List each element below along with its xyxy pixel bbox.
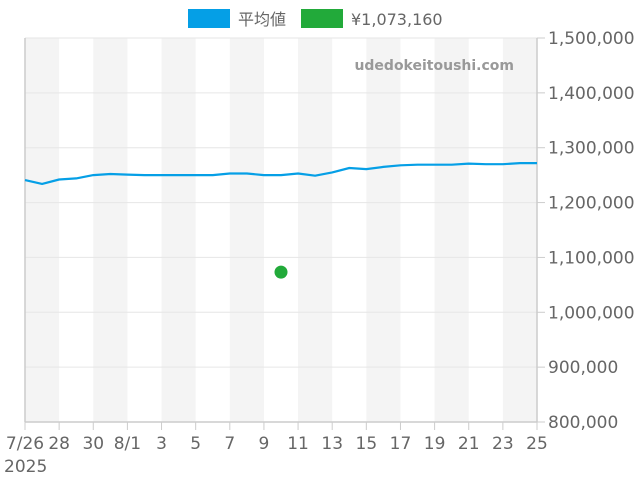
day-band [434, 38, 469, 422]
y-tick-label: 1,000,000 [548, 303, 635, 323]
legend-label-price: ¥1,073,160 [351, 10, 443, 29]
x-tick-label: 11 [287, 434, 309, 454]
legend-swatch-average [188, 9, 230, 28]
day-band [298, 38, 333, 422]
y-tick-label: 800,000 [548, 413, 618, 433]
y-tick-label: 1,400,000 [548, 84, 635, 104]
day-band [366, 38, 401, 422]
price-point[interactable] [274, 265, 288, 279]
x-tick-label: 17 [390, 434, 412, 454]
day-band [25, 38, 60, 422]
day-band [502, 38, 537, 422]
x-tick-label: 9 [259, 434, 270, 454]
x-year-label: 2025 [4, 457, 47, 477]
x-tick-label: 5 [190, 434, 201, 454]
x-tick-label: 19 [424, 434, 446, 454]
horizontal-gridlines [25, 37, 537, 423]
x-tick-label: 7/26 [6, 434, 44, 454]
y-tick-label: 1,100,000 [548, 248, 635, 268]
legend-item-price[interactable]: ¥1,073,160 [301, 9, 443, 29]
y-tick-label: 1,200,000 [548, 194, 635, 214]
y-tick-label: 900,000 [548, 358, 618, 378]
x-tick-label: 13 [321, 434, 343, 454]
x-tick-label: 3 [156, 434, 167, 454]
y-axis-ticks: 800,000 900,000 1,000,000 1,100,000 1,200,00… [537, 29, 635, 433]
day-band [161, 38, 196, 422]
x-axis-ticks: 7/26 28 30 8/1 3 5 7 9 11 13 15 17 19 21 23 25 2025 [4, 422, 548, 477]
x-tick-label: 25 [526, 434, 548, 454]
legend-label-average: 平均値 [238, 10, 286, 29]
day-band [93, 38, 128, 422]
x-tick-label: 8/1 [114, 434, 141, 454]
watermark: udedokeitoushi.com [354, 58, 514, 74]
x-tick-label: 23 [492, 434, 514, 454]
average-price-line[interactable] [24, 162, 537, 185]
legend: 平均値 ¥1,073,160 [188, 9, 443, 29]
x-tick-label: 28 [48, 434, 70, 454]
y-tick-label: 1,300,000 [548, 139, 635, 159]
x-tick-label: 7 [224, 434, 235, 454]
legend-item-average[interactable]: 平均値 [188, 9, 286, 29]
x-tick-label: 30 [82, 434, 104, 454]
legend-swatch-price [301, 9, 343, 28]
day-band [229, 38, 264, 422]
alternating-day-bands [25, 38, 537, 422]
x-tick-label: 15 [356, 434, 378, 454]
y-tick-label: 1,500,000 [548, 29, 635, 49]
x-tick-label: 21 [458, 434, 480, 454]
